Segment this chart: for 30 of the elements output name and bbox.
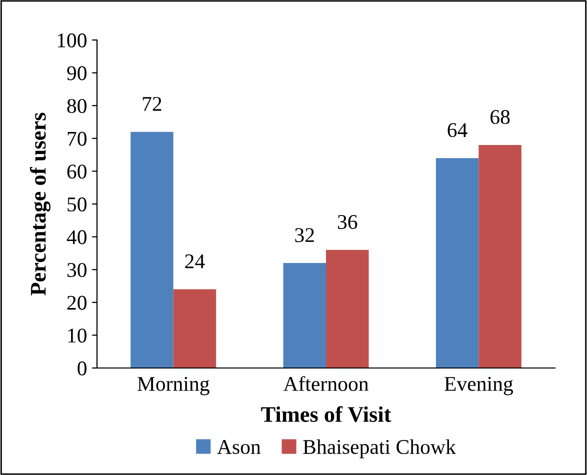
data-label: 36: [338, 215, 358, 230]
bar: [130, 132, 174, 368]
legend-label: Bhaisepati Chowk: [303, 439, 456, 458]
y-tick-label: 0: [78, 361, 86, 376]
bar: [326, 250, 369, 368]
y-tick-label: 100: [58, 33, 86, 48]
y-tick-label: 30: [67, 262, 86, 278]
y-tick-label: 80: [67, 98, 86, 114]
y-tick-label: 60: [67, 164, 86, 179]
y-tick-label: 70: [68, 132, 86, 146]
data-label: 32: [295, 228, 314, 242]
x-tick-label: Afternoon: [283, 376, 368, 391]
data-label: 24: [185, 254, 205, 268]
y-tick-label: 20: [67, 296, 86, 310]
y-tick-label: 50: [68, 197, 86, 212]
bar: [283, 263, 326, 368]
y-axis-title: Percentage of users: [30, 112, 50, 296]
bar: [173, 289, 216, 368]
bar: [436, 158, 479, 368]
x-axis-title: Times of Visit: [261, 406, 392, 422]
data-label: 68: [490, 110, 510, 124]
bar: [478, 144, 522, 368]
y-tick-label: 90: [67, 66, 86, 80]
x-tick-label: Evening: [444, 376, 513, 396]
data-label: 72: [142, 96, 162, 111]
legend-label: Ason: [217, 440, 261, 454]
y-tick-label: 40: [66, 230, 86, 244]
x-tick-label: Morning: [137, 376, 210, 396]
y-tick-label: 10: [68, 328, 86, 343]
data-label: 64: [448, 123, 468, 138]
